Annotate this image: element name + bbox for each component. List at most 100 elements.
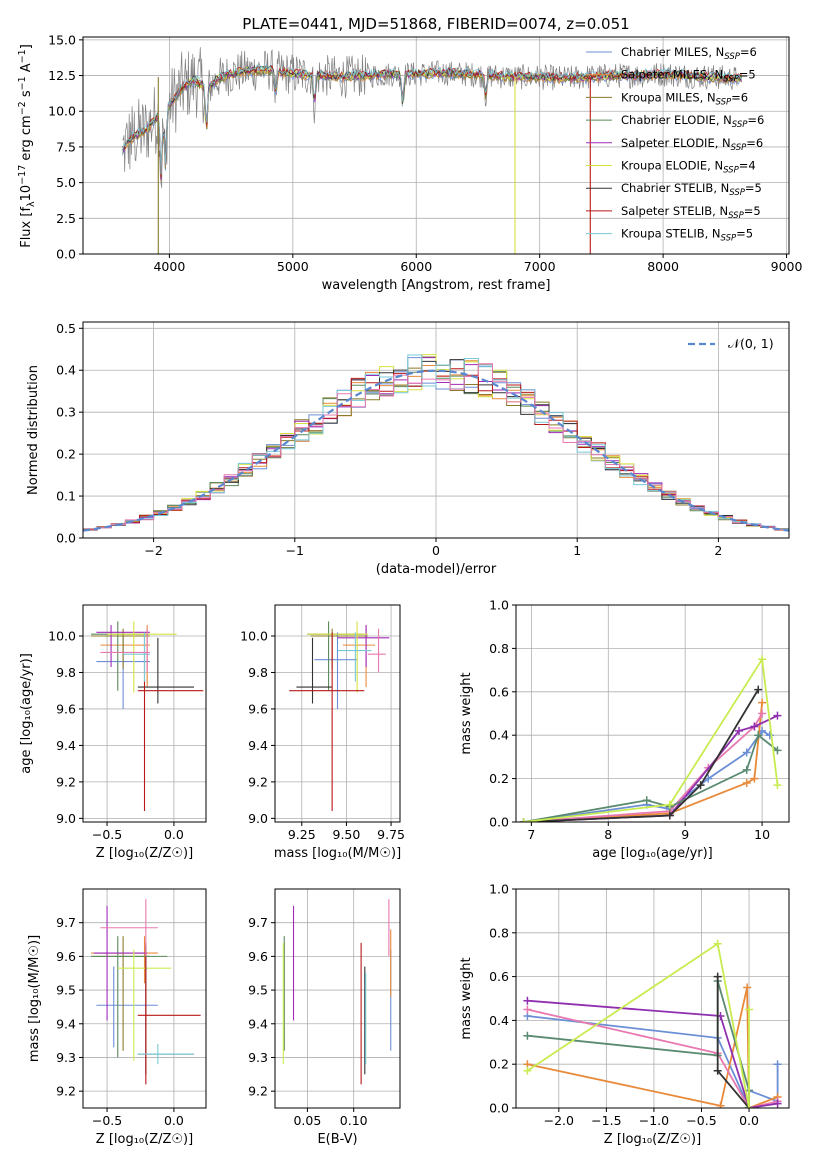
x-axis-label: Z [log₁₀(Z/Z☉)]: [96, 846, 193, 861]
y-tick-label: 9.2: [56, 774, 76, 789]
plot-area-spectrum: [122, 47, 743, 254]
y-tick-label: 0.6: [489, 969, 509, 984]
y-tick-label: 0.6: [489, 684, 509, 699]
x-axis-label: Z [log₁₀(Z/Z☉)]: [604, 1132, 701, 1147]
plus-marker: [742, 748, 751, 757]
y-axis-label: mass [log₁₀(M/M☉)]: [27, 935, 42, 1062]
x-tick-label: 0.10: [340, 1113, 368, 1128]
x-axis-label: (data-model)/error: [376, 562, 497, 577]
legend-entry: Kroupa ELODIE, NSSP=4: [621, 159, 756, 176]
y-axis-label: age [log₁₀(age/yr)]: [19, 653, 34, 774]
y-axis-label: Flux [fλ10−17 erg cm−2 s−1 A−1]: [17, 44, 37, 248]
y-tick-label: 9.4: [56, 738, 76, 753]
x-axis-label: age [log₁₀(age/yr)]: [592, 846, 713, 861]
plus-marker: [704, 774, 713, 783]
plus-marker: [758, 709, 767, 718]
y-tick-label: 0.2: [489, 771, 509, 786]
legend-entry: Chabrier ELODIE, NSSP=6: [621, 113, 764, 130]
x-tick-label: 6000: [400, 259, 432, 274]
plot-area-mass-weight-vs-age: [519, 655, 782, 822]
x-tick-label: 9.25: [288, 827, 316, 842]
plot-area-mass-vs-EBV: [282, 899, 392, 1085]
plus-marker: [523, 1031, 532, 1040]
legend-entry: Chabrier STELIB, NSSP=5: [621, 181, 762, 198]
x-tick-label: −2.0: [544, 1113, 574, 1128]
y-tick-label: 9.3: [248, 1050, 268, 1065]
axes-mass-vs-EBV: 0.05 0.10 9.2 9.3 9.4 9.5 9.6 9.7 E(B-V): [248, 888, 401, 1147]
axes-frame: [274, 604, 401, 823]
axes-mass-weight-vs-Z: −2.0 −1.5 −1.0 −0.5 0.0 0.0 0.2 0.4 0.6 0.8 1.0 Z […: [459, 882, 790, 1147]
plus-marker: [523, 1066, 532, 1075]
plus-marker: [735, 726, 744, 735]
plus-marker: [754, 685, 763, 694]
legend-entry: Chabrier MILES, NSSP=6: [621, 45, 757, 62]
axes-frame: [515, 604, 790, 823]
x-tick-label: 9: [681, 827, 689, 842]
y-axis-label: mass weight: [459, 957, 474, 1039]
plus-marker: [713, 972, 722, 981]
y-tick-label: 9.2: [248, 774, 268, 789]
x-tick-label: −2: [144, 543, 162, 558]
y-axis-label: mass weight: [459, 672, 474, 754]
axes-spectrum: 4000 5000 6000 7000 8000 9000 0.0 2.5 5.0 7.5 10.0…: [17, 32, 802, 293]
mass-weight-line: [527, 999, 778, 1108]
x-tick-label: −0.5: [92, 827, 122, 842]
x-tick-label: −0.5: [92, 1113, 122, 1128]
x-tick-label: 9.75: [377, 827, 405, 842]
y-tick-label: 7.5: [56, 139, 76, 154]
y-tick-label: 9.8: [56, 665, 76, 680]
x-tick-label: −1.0: [639, 1113, 669, 1128]
y-tick-label: 10.0: [240, 629, 268, 644]
y-tick-label: 0.3: [56, 405, 76, 420]
x-tick-label: 9.50: [333, 827, 361, 842]
axes-age-vs-Z: −0.5 0.0 9.0 9.2 9.4 9.6 9.8 10.0 Z [log₁₀(Z/Z☉)…: [19, 604, 207, 861]
y-tick-label: 15.0: [48, 32, 76, 47]
y-tick-label: 9.2: [56, 1084, 76, 1099]
plot-area-age-vs-mass: [289, 621, 390, 812]
legend-entry: Salpeter ELODIE, NSSP=6: [621, 136, 763, 153]
plus-marker: [713, 1066, 722, 1075]
plus-marker: [773, 711, 782, 720]
y-tick-label: 9.3: [56, 1050, 76, 1065]
legend-entry: Kroupa MILES, NSSP=6: [621, 90, 748, 107]
x-tick-label: 7000: [524, 259, 556, 274]
x-tick-label: 8000: [647, 259, 679, 274]
x-tick-label: 1: [573, 543, 581, 558]
x-tick-label: 0: [432, 543, 440, 558]
x-tick-label: 9000: [771, 259, 803, 274]
plot-area-age-vs-Z: [91, 621, 204, 812]
mass-weight-line: [523, 656, 779, 822]
x-axis-label: mass [log₁₀(M/M☉)]: [274, 846, 401, 861]
plus-marker: [754, 731, 763, 740]
x-tick-label: 5000: [277, 259, 309, 274]
x-tick-label: 7: [527, 827, 535, 842]
y-tick-label: 9.6: [248, 701, 268, 716]
plus-marker: [519, 818, 528, 822]
x-tick-label: 0.0: [739, 1113, 759, 1128]
mass-weight-line: [526, 942, 750, 1108]
y-tick-label: 9.6: [56, 701, 76, 716]
axes-frame: [274, 888, 401, 1109]
y-tick-label: 10.0: [48, 104, 76, 119]
plus-marker: [742, 778, 751, 787]
y-tick-label: 9.8: [248, 665, 268, 680]
x-tick-label: −1.5: [591, 1113, 621, 1128]
x-tick-label: 0.0: [164, 827, 184, 842]
plus-marker: [773, 746, 782, 755]
axes-residuals: −2 −1 0 1 2 0.0 0.1 0.2 0.3 0.4 0.5 (data-model)/er…: [26, 321, 790, 577]
x-tick-label: −1: [286, 543, 304, 558]
x-tick-label: −0.5: [686, 1113, 716, 1128]
plus-marker: [743, 983, 752, 992]
axes-age-vs-mass: 9.25 9.50 9.75 9.0 9.2 9.4 9.6 9.8 10.0 mass [log…: [240, 604, 405, 861]
plus-marker: [713, 939, 722, 948]
y-tick-label: 9.0: [56, 811, 76, 826]
normal-distribution-curve: [83, 369, 789, 532]
y-tick-label: 0.0: [56, 247, 76, 262]
plot-area-residuals: [83, 354, 789, 538]
plus-marker: [758, 698, 767, 707]
y-tick-label: 2.5: [56, 211, 76, 226]
y-tick-label: 1.0: [489, 598, 509, 613]
y-tick-label: 0.2: [489, 1057, 509, 1072]
y-tick-label: 0.0: [56, 531, 76, 546]
x-tick-label: 10: [754, 827, 770, 842]
